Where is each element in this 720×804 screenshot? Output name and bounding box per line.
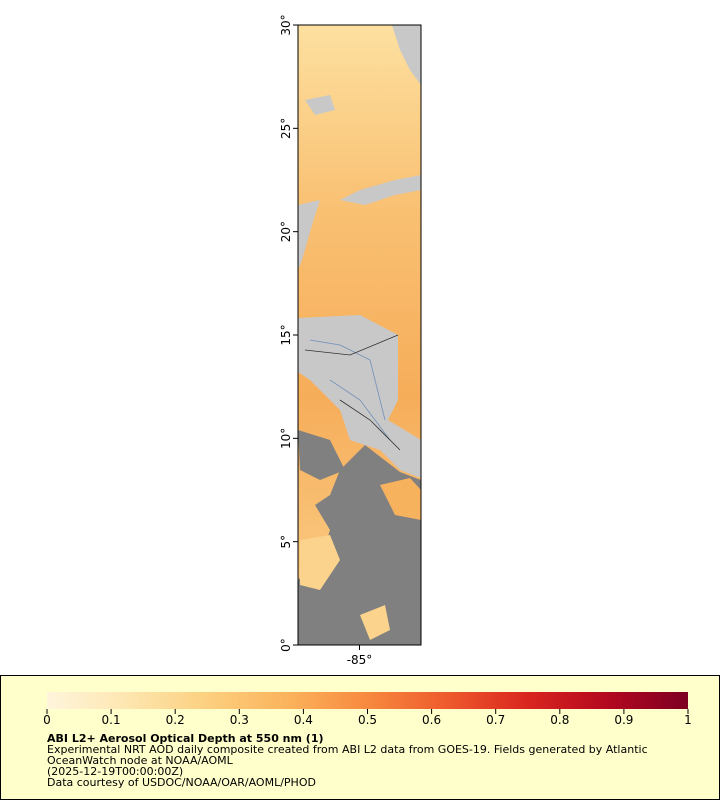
- cloud: [298, 430, 345, 480]
- colorbar-tick-label: 0.4: [294, 713, 313, 727]
- borders: [304, 334, 401, 451]
- colorbar-tick-label: 0.8: [550, 713, 569, 727]
- lon-tick-label: -85°: [347, 653, 373, 667]
- lat-tick-label: 30°: [279, 14, 293, 35]
- colorbar-tick-label: 0.7: [486, 713, 505, 727]
- colorbar-tick-label: 0.2: [166, 713, 185, 727]
- caption-line: Data courtesy of USDOC/NOAA/OAR/AOML/PHO…: [47, 776, 316, 789]
- colorbar-tick-label: 0.3: [230, 713, 249, 727]
- colorbar-tick-label: 0.6: [422, 713, 441, 727]
- colorbar-tick-label: 0: [43, 713, 51, 727]
- lat-tick-label: 0°: [279, 638, 293, 652]
- clear-patch: [300, 535, 340, 590]
- colorbar-tick-label: 1: [684, 713, 692, 727]
- lat-tick-label: 25°: [279, 118, 293, 139]
- caption-line: (2025-12-19T00:00:00Z): [47, 765, 183, 778]
- land: [340, 175, 421, 205]
- clear-patch: [360, 605, 390, 640]
- colorbar-tick-label: 0.9: [614, 713, 633, 727]
- land: [298, 315, 421, 478]
- axes: 0° 5° 10° 15° 20° 25° 30° -85°: [279, 14, 372, 667]
- colorbar-tick-label: 0.1: [102, 713, 121, 727]
- legend-title: ABI L2+ Aerosol Optical Depth at 550 nm …: [47, 732, 324, 745]
- caption-line: OceanWatch node at NOAA/AOML: [47, 754, 234, 767]
- land: [305, 95, 335, 115]
- lat-tick-label: 10°: [279, 428, 293, 449]
- colorbar-tick-label: 0.5: [358, 713, 377, 727]
- map: [298, 25, 421, 645]
- land: [298, 200, 320, 270]
- clear-patch: [380, 478, 421, 520]
- lat-tick-label: 5°: [279, 535, 293, 549]
- lat-tick-label: 15°: [279, 324, 293, 345]
- caption-line: Experimental NRT AOD daily composite cre…: [47, 743, 648, 756]
- land: [392, 25, 421, 85]
- colorbar: [47, 692, 688, 709]
- lat-tick-label: 20°: [279, 221, 293, 242]
